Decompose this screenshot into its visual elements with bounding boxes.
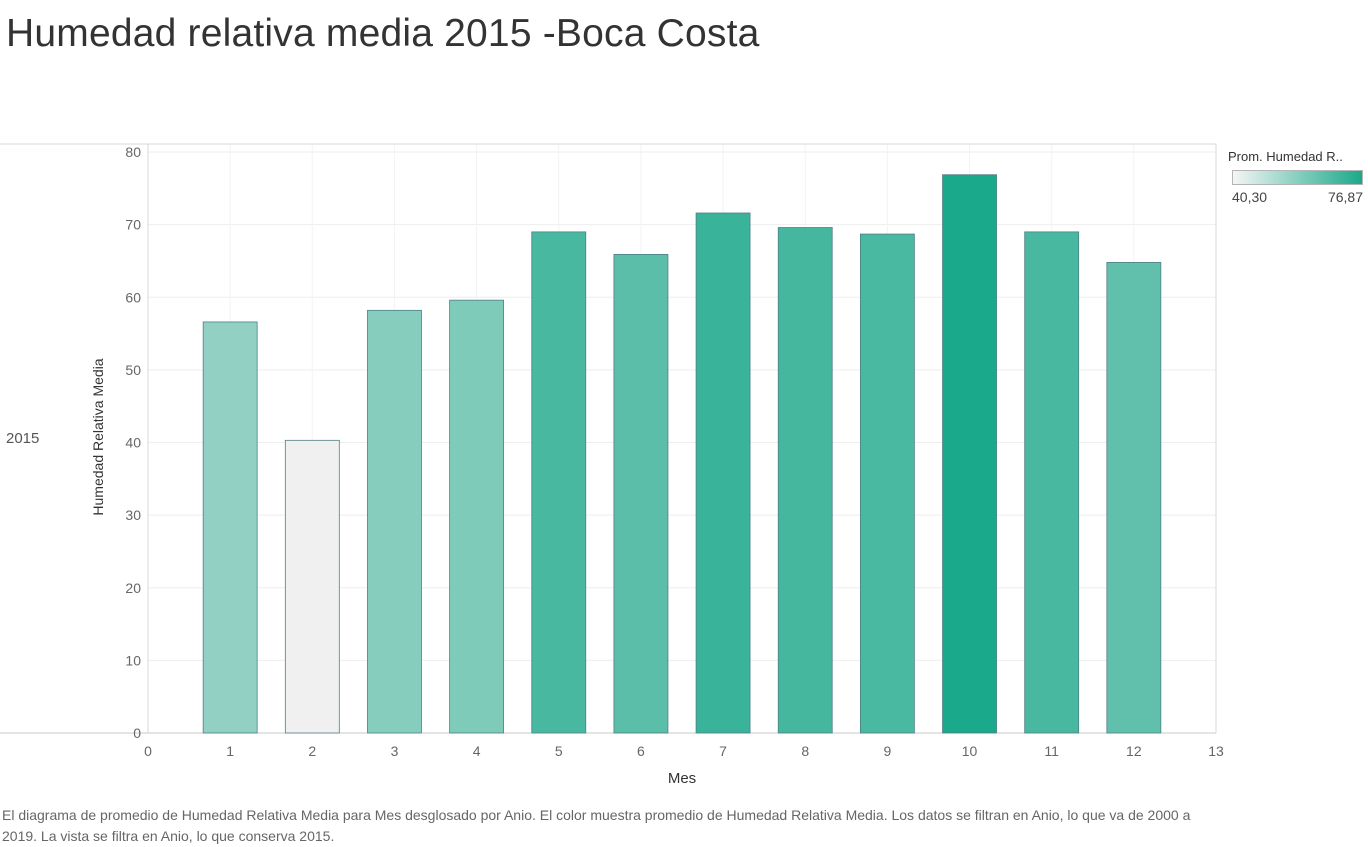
x-tick-label: 2 [308, 743, 316, 759]
x-axis-label: Mes [668, 770, 696, 787]
chart-caption: El diagrama de promedio de Humedad Relat… [2, 807, 1191, 844]
y-tick-label: 20 [125, 580, 141, 596]
x-tick-label: 3 [391, 743, 399, 759]
y-tick-label: 80 [125, 144, 141, 160]
x-tick-label: 7 [719, 743, 727, 759]
x-tick-label: 12 [1126, 743, 1142, 759]
x-tick-label: 8 [801, 743, 809, 759]
bar-mes-6[interactable] [613, 254, 669, 734]
bar-mes-2[interactable] [284, 439, 340, 734]
bar-mes-9[interactable] [859, 233, 915, 734]
x-axis-ticks: 0 1 2 3 4 5 6 7 8 9 10 11 12 13 [144, 743, 1224, 759]
bar-mes-11[interactable] [1024, 231, 1080, 734]
bar-mes-7[interactable] [695, 212, 751, 734]
x-tick-label: 5 [555, 743, 563, 759]
y-tick-label: 50 [125, 362, 141, 378]
y-tick-label: 0 [133, 725, 141, 741]
bar-mes-8[interactable] [777, 227, 833, 734]
x-tick-label: 1 [226, 743, 234, 759]
bar-mes-12[interactable] [1106, 261, 1162, 734]
y-tick-label: 10 [125, 652, 141, 668]
x-tick-label: 10 [962, 743, 978, 759]
y-axis-ticks: 0 10 20 30 40 50 60 70 80 [125, 144, 141, 741]
x-tick-label: 13 [1208, 743, 1224, 759]
bar-mes-3[interactable] [367, 309, 422, 734]
chart-title: Humedad relativa media 2015 -Boca Costa [6, 12, 760, 55]
legend-max-label: 76,87 [1327, 189, 1363, 205]
legend-title: Prom. Humedad R.. [1228, 149, 1343, 164]
y-tick-label: 70 [125, 217, 141, 233]
legend-min-label: 40,30 [1232, 189, 1268, 205]
row-label-year: 2015 [6, 430, 39, 447]
y-axis-label: Humedad Relativa Media [90, 358, 106, 515]
y-tick-label: 40 [125, 435, 141, 451]
x-tick-label: 9 [883, 743, 891, 759]
x-tick-label: 0 [144, 743, 152, 759]
x-tick-label: 6 [637, 743, 645, 759]
bar-mes-1[interactable] [202, 321, 258, 734]
y-tick-label: 30 [125, 507, 141, 523]
plot-frame [0, 143, 1217, 734]
y-tick-label: 60 [125, 289, 141, 305]
bars [202, 174, 1162, 734]
bar-mes-4[interactable] [449, 299, 505, 734]
x-tick-label: 4 [473, 743, 481, 759]
legend-color-ramp [1232, 170, 1363, 185]
bar-mes-5[interactable] [531, 231, 587, 734]
bar-mes-10[interactable] [942, 174, 997, 734]
x-tick-label: 11 [1044, 743, 1059, 759]
